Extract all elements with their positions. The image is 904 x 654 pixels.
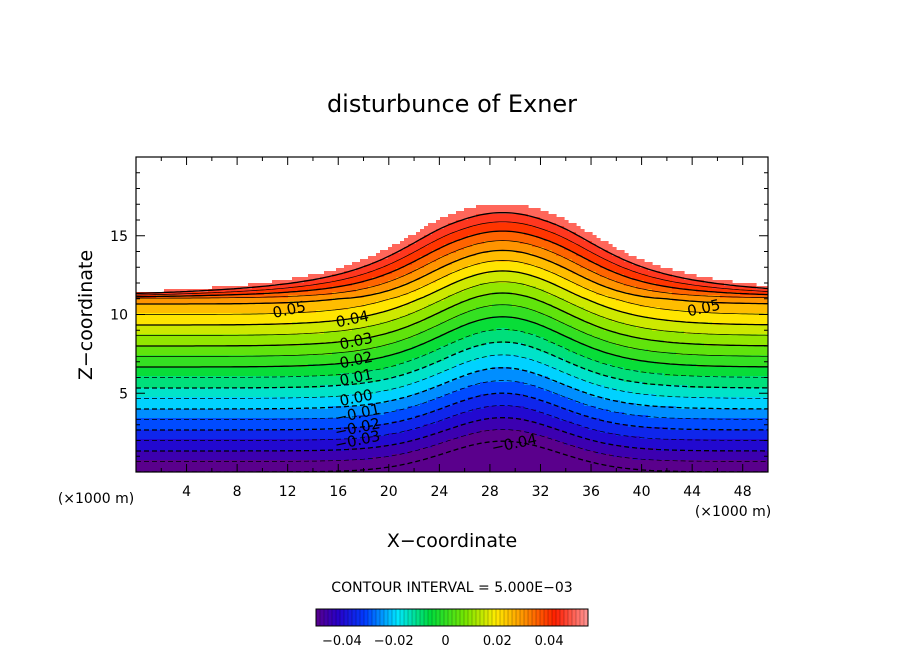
x-tick-label: 8 — [233, 484, 242, 500]
y-axis-ticks: 5 10 15 — [110, 172, 768, 457]
contour-line — [136, 316, 768, 368]
contour-line — [136, 292, 768, 347]
contour-line — [136, 230, 768, 298]
contour-lines — [136, 211, 768, 472]
colorbar-tick-label: 0.04 — [535, 634, 564, 649]
contour-line — [136, 249, 768, 305]
contour-line — [136, 211, 768, 295]
contour-line — [136, 270, 768, 326]
contour-line — [136, 281, 768, 336]
contour-line — [136, 380, 768, 420]
x-tick-label: 32 — [532, 484, 550, 500]
colorbar-tick-labels: −0.04 −0.02 0 0.02 0.04 — [322, 634, 564, 649]
colorbar-tick-label: −0.04 — [322, 634, 362, 649]
y-tick-label: 5 — [119, 386, 128, 402]
contour-line — [136, 417, 768, 452]
contour-line — [136, 429, 768, 462]
colorbar-tick-label: 0.02 — [483, 634, 512, 649]
x-tick-label: 16 — [329, 484, 347, 500]
colorbar — [315, 608, 589, 627]
contour-line — [136, 341, 768, 389]
x-unit-left: (×1000 m) — [58, 491, 134, 507]
contour-interval-text: CONTOUR INTERVAL = 5.000E−03 — [331, 580, 572, 596]
contour-line — [136, 392, 768, 431]
contour-line — [136, 221, 768, 296]
x-axis-ticks: 4 8 12 16 20 24 28 32 36 40 44 48 — [160, 157, 769, 500]
contour-line — [136, 405, 768, 441]
x-tick-label: 44 — [683, 484, 701, 500]
x-tick-label: 28 — [481, 484, 499, 500]
x-tick-label: 4 — [182, 484, 191, 500]
x-tick-label: 20 — [380, 484, 398, 500]
x-tick-label: 24 — [430, 484, 448, 500]
x-tick-label: 12 — [279, 484, 297, 500]
x-axis-label: X−coordinate — [387, 530, 517, 552]
contour-line — [136, 328, 768, 378]
colorbar-tick-label: 0 — [441, 634, 449, 649]
contour-line — [136, 354, 768, 399]
x-tick-label: 40 — [633, 484, 651, 500]
y-tick-label: 10 — [110, 308, 128, 324]
x-tick-label: 48 — [734, 484, 752, 500]
contour-line — [136, 304, 768, 357]
y-tick-label: 15 — [110, 229, 128, 245]
colorbar-tick-label: −0.02 — [374, 634, 414, 649]
x-unit-right: (×1000 m) — [695, 504, 771, 520]
contour-line — [136, 367, 768, 410]
contour-line — [136, 240, 768, 299]
contour-line — [136, 260, 768, 315]
y-axis-label: Z−coordinate — [75, 250, 97, 380]
contour-fill — [136, 205, 768, 472]
chart-title: disturbunce of Exner — [327, 90, 577, 118]
x-tick-label: 36 — [582, 484, 600, 500]
